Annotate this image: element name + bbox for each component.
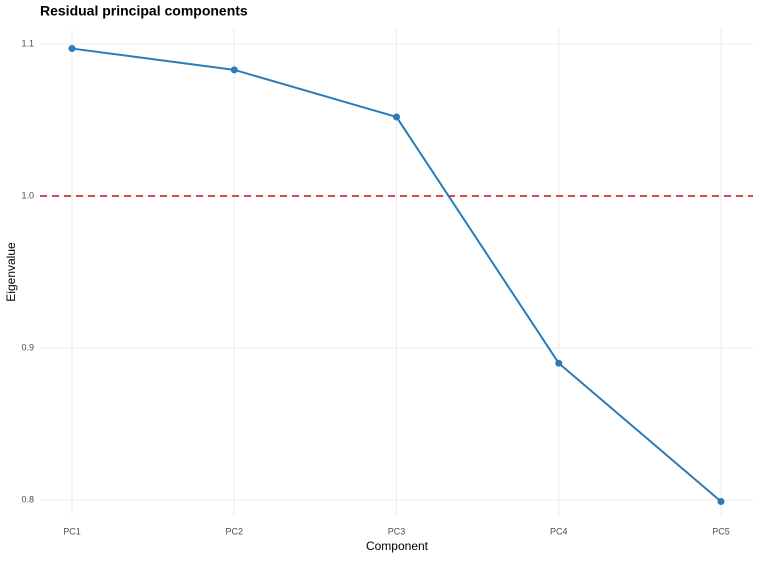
x-axis-title: Component bbox=[366, 539, 429, 553]
data-point bbox=[68, 45, 76, 53]
x-tick-label: PC5 bbox=[712, 526, 730, 536]
x-tick-label: PC2 bbox=[225, 526, 243, 536]
y-tick-label: 1.0 bbox=[21, 190, 34, 200]
data-point bbox=[393, 113, 400, 121]
y-axis-title: Eigenvalue bbox=[4, 242, 18, 302]
chart-title: Residual principal components bbox=[40, 3, 248, 19]
x-tick-label: PC3 bbox=[388, 526, 406, 536]
data-point bbox=[230, 66, 238, 74]
data-point bbox=[555, 359, 563, 367]
y-tick-label: 0.8 bbox=[21, 494, 34, 504]
y-tick-label: 1.1 bbox=[21, 38, 34, 48]
x-tick-label: PC1 bbox=[63, 526, 81, 536]
y-tick-label: 0.9 bbox=[21, 342, 34, 352]
data-point bbox=[717, 498, 725, 506]
x-tick-label: PC4 bbox=[550, 526, 568, 536]
